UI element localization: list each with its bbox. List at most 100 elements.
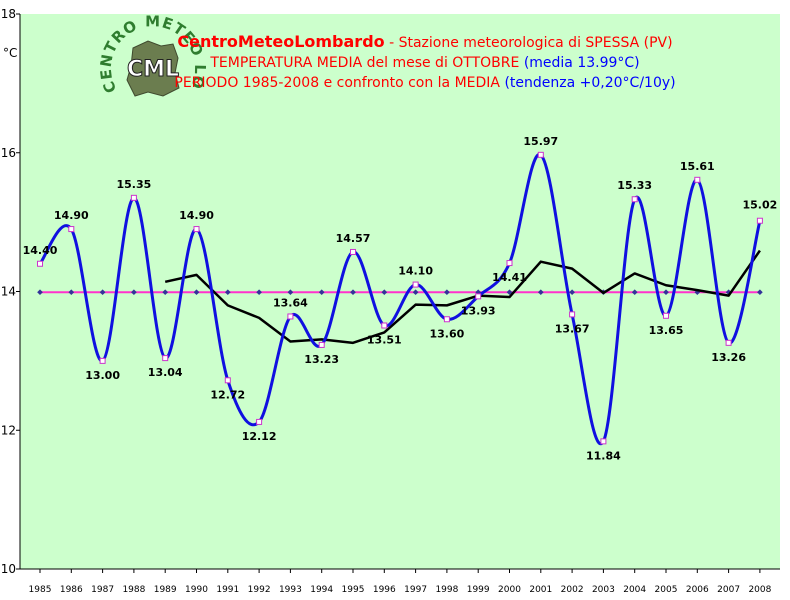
annual-marker (506, 260, 513, 267)
x-tick-label: 2001 (529, 585, 552, 595)
mean-marker (537, 289, 544, 296)
period-text: PERIODO 1985-2008 e confronto con la MED… (174, 75, 504, 91)
title-mean: (media 13.99°C) (524, 55, 640, 71)
mean-marker (757, 289, 763, 296)
mean-marker (256, 289, 262, 296)
annual-marker (569, 311, 576, 318)
annual-marker (694, 176, 701, 183)
station-text: - Stazione meteorologica di SPESSA (PV) (385, 35, 673, 51)
x-tick-label: 2005 (655, 585, 678, 595)
x-tick-label: 1987 (91, 585, 114, 595)
data-label: 15.33 (617, 179, 652, 192)
data-label: 13.67 (555, 322, 590, 335)
mean-marker (381, 289, 388, 296)
annual-marker (37, 260, 43, 267)
x-tick-label: 1992 (248, 585, 271, 595)
mean-marker (663, 289, 669, 296)
annual-marker (443, 316, 450, 323)
annual-marker (631, 196, 638, 203)
y-tick-label: 16 (1, 146, 16, 160)
data-label: 12.12 (242, 430, 277, 443)
mean-marker (444, 289, 450, 296)
annual-marker (756, 217, 763, 224)
mean-marker (224, 289, 231, 296)
mean-marker (68, 289, 75, 296)
x-tick-label: 1989 (154, 585, 177, 595)
annual-marker (725, 339, 732, 346)
annual-marker (475, 293, 482, 300)
trend-text: (tendenza +0,20°C/10y) (504, 75, 675, 91)
x-tick-label: 1997 (404, 585, 427, 595)
y-tick-label: 12 (1, 423, 16, 437)
annual-marker (537, 151, 544, 158)
logo-badge: CML (127, 57, 179, 82)
x-tick-label: 2007 (717, 585, 740, 595)
mean-marker (412, 289, 419, 296)
mean-marker (131, 289, 137, 296)
x-tick-label: 2000 (498, 585, 521, 595)
data-label: 13.64 (273, 296, 308, 309)
x-tick-label: 1998 (435, 585, 458, 595)
y-tick-label: 14 (1, 285, 16, 299)
x-tick-label: 1991 (216, 585, 239, 595)
data-label: 13.23 (304, 353, 339, 366)
title-line-2: TEMPERATURA MEDIA del mese di OTTOBRE (m… (209, 55, 639, 71)
data-label: 14.40 (23, 244, 58, 257)
data-label: 15.61 (680, 160, 715, 173)
lombardy-shape-icon (126, 40, 180, 97)
annual-marker (224, 377, 231, 384)
data-label: 15.02 (743, 199, 778, 212)
data-label: 14.90 (54, 209, 89, 222)
x-tick-label: 1993 (279, 585, 302, 595)
x-tick-label: 2008 (748, 585, 771, 595)
x-tick-label: 2002 (561, 585, 584, 595)
x-tick-label: 2006 (686, 585, 709, 595)
annual-marker (68, 226, 75, 233)
data-label: 15.35 (117, 178, 152, 191)
data-label: 14.41 (492, 271, 527, 284)
annual-temperature-line (38, 153, 762, 446)
annual-marker (256, 418, 263, 425)
y-axis-unit-label: °C (3, 46, 17, 60)
data-label: 14.90 (179, 209, 214, 222)
annual-marker (99, 357, 106, 364)
x-tick-label: 1996 (373, 585, 396, 595)
data-label: 12.72 (210, 388, 245, 401)
data-label: 13.00 (85, 369, 120, 382)
mean-marker (193, 289, 200, 296)
x-tick-label: 1986 (60, 585, 83, 595)
mean-marker (350, 289, 356, 296)
data-label: 13.93 (461, 304, 496, 317)
data-label: 14.10 (398, 265, 433, 278)
brand-name: CentroMeteoLombardo (177, 32, 384, 51)
annual-marker (318, 341, 325, 348)
y-axis: 10 12 14 16 18 °C (1, 7, 21, 576)
title-line-3: PERIODO 1985-2008 e confronto con la MED… (174, 75, 675, 91)
data-label: 15.97 (523, 135, 558, 148)
x-tick-label: 1995 (342, 585, 365, 595)
y-tick-label: 10 (1, 562, 16, 576)
data-label: 13.65 (649, 324, 684, 337)
annual-marker (663, 312, 669, 319)
annual-marker (350, 248, 356, 255)
x-tick-label: 1985 (29, 585, 52, 595)
series-layer (37, 151, 763, 446)
data-label: 13.51 (367, 333, 402, 346)
mean-marker (99, 289, 106, 296)
x-axis: 1985 1986 1987 1988 1989 1990 1991 1992 1993 1994… (20, 568, 780, 595)
data-label: 13.60 (430, 327, 465, 340)
data-label: 13.04 (148, 366, 183, 379)
mean-marker (162, 289, 169, 296)
mean-marker (287, 289, 294, 296)
annual-marker (162, 355, 169, 362)
moving-average-line (164, 249, 761, 345)
annual-marker (193, 226, 200, 233)
data-labels: 14.40 14.90 13.00 15.35 13.04 14.90 12.72 12.12… (23, 135, 778, 463)
annual-marker (130, 194, 137, 201)
annual-marker (600, 438, 607, 445)
annual-marker (287, 313, 294, 320)
x-tick-label: 1988 (122, 585, 145, 595)
y-tick-label: 18 (1, 7, 16, 21)
